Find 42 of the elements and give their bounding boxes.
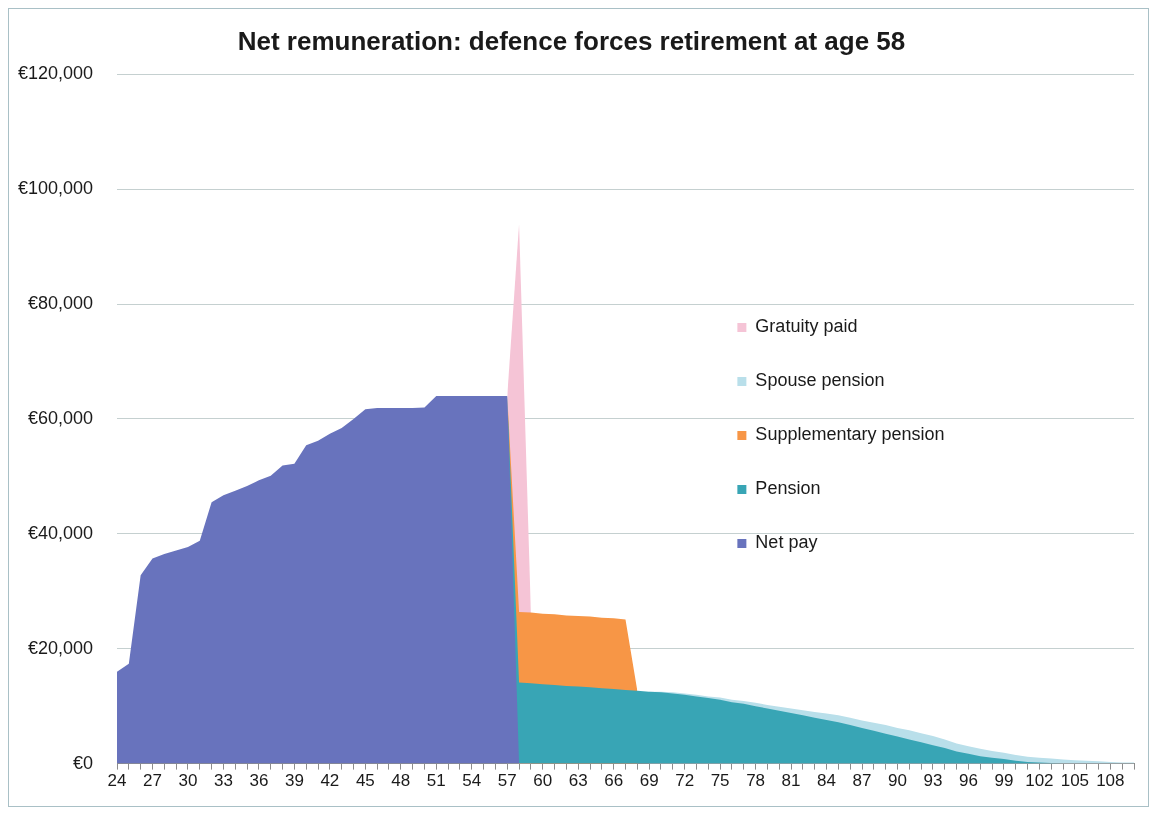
legend-label: Net pay (755, 532, 818, 553)
x-tick-label: 48 (391, 771, 411, 791)
y-tick-label: €20,000 (27, 637, 93, 658)
y-tick-label: €120,000 (17, 63, 93, 84)
legend-label: Supplementary pension (755, 424, 945, 445)
x-tick-label: 33 (213, 771, 233, 791)
y-tick-label: €80,000 (27, 292, 93, 313)
legend-label: Gratuity paid (755, 316, 858, 337)
x-tick-label: 78 (746, 771, 766, 791)
x-tick-label: 108 (1096, 771, 1125, 791)
x-tick-label: 42 (320, 771, 340, 791)
x-tick-label: 84 (817, 771, 836, 791)
x-tick-label: 93 (923, 771, 943, 791)
legend-label: Pension (755, 478, 821, 499)
x-tick-label: 57 (497, 771, 517, 791)
x-tick-label: 75 (710, 771, 730, 791)
x-tick-label: 60 (533, 771, 553, 791)
legend-label: Spouse pension (755, 370, 885, 391)
x-tick-label: 39 (284, 771, 304, 791)
y-tick-label: €60,000 (27, 407, 93, 428)
x-tick-label: 54 (462, 771, 482, 791)
x-tick-label: 30 (178, 771, 198, 791)
y-tick-label: €100,000 (17, 178, 93, 199)
chart-title: Net remuneration: defence forces retirement at age 58 (237, 25, 906, 56)
x-tick-label: 87 (852, 771, 872, 791)
x-tick-label: 72 (675, 771, 695, 791)
x-tick-label: 24 (107, 771, 127, 791)
x-tick-label: 81 (781, 771, 801, 791)
x-tick-label: 69 (639, 771, 659, 791)
x-tick-label: 102 (1025, 771, 1054, 791)
x-tick-label: 99 (994, 771, 1014, 791)
x-tick-label: 45 (355, 771, 375, 791)
y-tick-label: €0 (72, 752, 93, 773)
x-tick-label: 105 (1060, 771, 1090, 791)
x-tick-label: 36 (249, 771, 269, 791)
x-tick-label: 63 (568, 771, 588, 791)
x-tick-label: 96 (958, 771, 978, 791)
x-tick-label: 66 (604, 771, 624, 791)
y-tick-label: €40,000 (27, 522, 93, 543)
x-tick-label: 51 (426, 771, 446, 791)
x-tick-label: 27 (143, 771, 162, 791)
x-tick-label: 90 (888, 771, 907, 791)
